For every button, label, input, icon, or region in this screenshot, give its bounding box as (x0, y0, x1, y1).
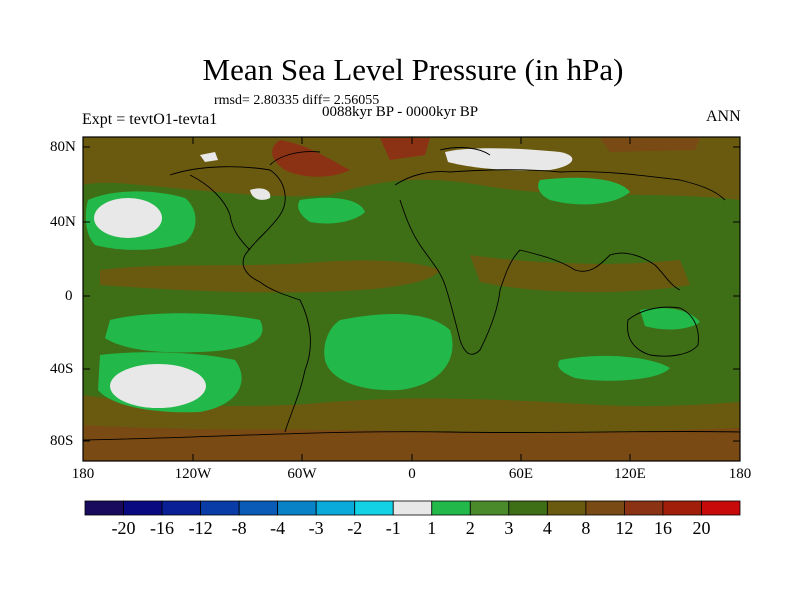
lat-label-80s: 80S (50, 433, 74, 449)
americas-coastline (169, 166, 311, 433)
map-title: Mean Sea Level Pressure (in hPa) (202, 52, 624, 87)
colorbar (84, 500, 741, 516)
colorbar-label: -2 (347, 518, 363, 538)
season-label: ANN (706, 108, 741, 125)
map-field (83, 137, 740, 461)
north-pacific-white (94, 198, 162, 238)
south-indian-green (558, 355, 670, 381)
colorbar-swatch (200, 500, 240, 516)
colorbar-label: -1 (385, 518, 401, 538)
colorbar-label: 16 (653, 518, 672, 538)
colorbar-label: 2 (465, 518, 475, 538)
colorbar-swatch (238, 500, 279, 516)
indian-band (470, 255, 690, 293)
colorbar-label: 20 (692, 518, 711, 538)
colorbar-swatch (277, 500, 317, 516)
lat-label-40s: 40S (50, 361, 74, 377)
lon-label-60e: 60E (508, 466, 534, 482)
colorbar-label: 4 (542, 518, 552, 538)
australia-green (640, 308, 700, 330)
colorbar-swatch (469, 500, 510, 516)
rmsd-diff-stats: rmsd= 2.80335 diff= 2.56055 (214, 93, 380, 108)
arctic-patch-2 (380, 138, 430, 160)
lon-label-120e: 120E (614, 466, 646, 482)
colorbar-label: 8 (581, 518, 591, 538)
colorbar-label: -4 (270, 518, 286, 538)
colorbar-swatch (624, 500, 664, 516)
southern-rim (83, 425, 740, 461)
africa-coastline (399, 199, 521, 355)
arctic-patch-3 (600, 138, 700, 152)
canada-white (250, 188, 271, 200)
antarctica-coastline (82, 430, 741, 441)
south-pacific-green (105, 313, 263, 353)
colorbar-label: -16 (150, 518, 175, 538)
coastlines (82, 147, 741, 441)
north-america-west-coast (189, 174, 251, 251)
colorbar-swatch (315, 500, 356, 516)
australia-coastline (627, 306, 699, 357)
colorbar-swatch (123, 500, 163, 516)
axis-ticks (83, 137, 740, 461)
siberia-green (538, 177, 630, 205)
colorbar-swatch (662, 500, 702, 516)
lon-label-180w: 180 (71, 466, 95, 482)
colorbar-label: -3 (308, 518, 324, 538)
north-atlantic-green (298, 197, 365, 224)
lat-label-80n: 80N (50, 139, 76, 155)
colorbar-swatch (585, 500, 625, 516)
time-period-label: 0088kyr BP - 0000kyr BP (322, 104, 479, 120)
colorbar-label: -20 (111, 518, 136, 538)
colorbar-swatch (546, 500, 587, 516)
lon-label-0: 0 (408, 466, 416, 482)
lon-label-60w: 60W (287, 466, 317, 482)
arctic-white-2 (200, 152, 218, 162)
colorbar-label: 1 (427, 518, 437, 538)
eurasia-north-coast (394, 169, 726, 201)
south-asia-coastline (519, 249, 681, 291)
lon-label-180e: 180 (728, 466, 752, 482)
south-pacific-white (110, 364, 206, 408)
colorbar-swatch (354, 500, 394, 516)
colorbar-label: 12 (615, 518, 634, 538)
colorbar-swatch (508, 500, 548, 516)
colorbar-label: 3 (504, 518, 514, 538)
lon-label-120w: 120W (174, 466, 212, 482)
arctic-coastline (439, 147, 491, 156)
south-atlantic-green (324, 314, 453, 391)
lat-label-40n: 40N (50, 214, 76, 230)
arctic-patch (272, 140, 350, 177)
arctic-white (445, 148, 573, 171)
colorbar-swatch (84, 500, 124, 516)
lat-label-0: 0 (65, 288, 73, 304)
colorbar-label: -12 (188, 518, 213, 538)
greenland-coastline (269, 151, 321, 166)
colorbar-swatch (431, 500, 471, 516)
colorbar-swatch (161, 500, 201, 516)
colorbar-swatch (392, 500, 433, 516)
experiment-label: Expt = tevtO1-tevta1 (82, 111, 218, 128)
equatorial-band (100, 260, 440, 293)
colorbar-swatch (701, 500, 741, 516)
colorbar-label: -8 (231, 518, 247, 538)
